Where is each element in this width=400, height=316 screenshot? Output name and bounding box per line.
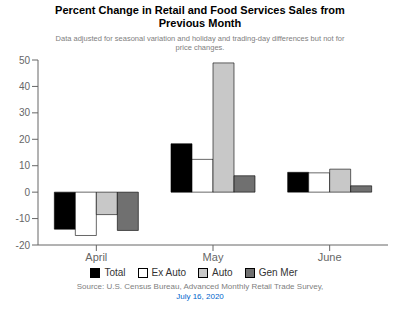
svg-text:April: April (85, 251, 107, 263)
svg-text:-10: -10 (16, 213, 31, 224)
html-text:Ex Auto: Ex Auto (151, 267, 186, 278)
svg-text:40: 40 (19, 81, 31, 92)
svg-text:20: 20 (19, 134, 31, 145)
svg-text:May: May (203, 251, 224, 263)
svg-text:10: 10 (19, 160, 31, 171)
svg-text:0: 0 (24, 187, 30, 198)
html-text:Percent Change in Retail and F: Percent Change in Retail and Food Servic… (55, 4, 345, 29)
html-text:July 16, 2020: July 16, 2020 (176, 292, 224, 301)
svg-text:-20: -20 (16, 240, 31, 251)
html-text:Data adjusted for seasonal var: Data adjusted for seasonal variation and… (55, 34, 345, 52)
html-text:Gen Mer: Gen Mer (258, 267, 298, 278)
html-text:Total: Total (104, 267, 126, 278)
html-text:Source: U.S. Census Bureau, Ad: Source: U.S. Census Bureau, Advanced Mon… (76, 282, 324, 291)
svg-text:30: 30 (19, 107, 31, 118)
svg-text:June: June (318, 251, 342, 263)
html-text:Auto: Auto (212, 267, 233, 278)
svg-text:50: 50 (19, 55, 31, 66)
